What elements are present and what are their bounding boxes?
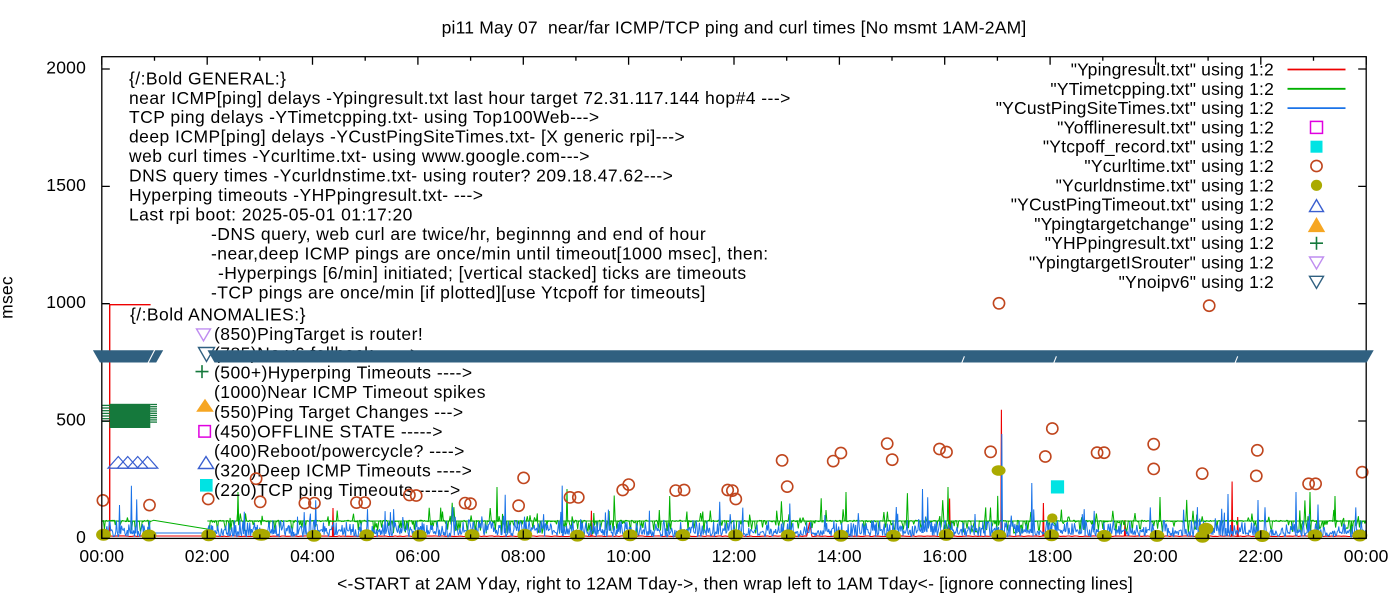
svg-text:(400)Reboot/powercycle? ---->: (400)Reboot/powercycle? ----> — [214, 441, 465, 461]
svg-text:DNS query times -Ycurldnstime.: DNS query times -Ycurldnstime.txt- using… — [129, 166, 673, 186]
svg-text:"YpingtargetISrouter" using 1:: "YpingtargetISrouter" using 1:2 — [1029, 253, 1274, 273]
svg-text:"YTimetcpping.txt" using 1:2: "YTimetcpping.txt" using 1:2 — [1050, 79, 1274, 99]
svg-text:1000: 1000 — [46, 292, 86, 312]
svg-text:"Ypingresult.txt" using 1:2: "Ypingresult.txt" using 1:2 — [1071, 60, 1274, 80]
svg-text:20:00: 20:00 — [1133, 546, 1178, 566]
svg-text:10:00: 10:00 — [606, 546, 651, 566]
svg-text:18:00: 18:00 — [1028, 546, 1073, 566]
svg-text:(320)Deep ICMP Timeouts ---->: (320)Deep ICMP Timeouts ----> — [214, 461, 472, 481]
svg-text:near ICMP[ping] delays -Ypingr: near ICMP[ping] delays -Ypingresult.txt … — [129, 88, 791, 108]
svg-text:"Ypingtargetchange" using 1:2: "Ypingtargetchange" using 1:2 — [1034, 214, 1274, 234]
svg-text:{/:Bold ANOMALIES:}: {/:Bold ANOMALIES:} — [130, 305, 306, 325]
svg-text:"YCustPingTimeout.txt" using 1: "YCustPingTimeout.txt" using 1:2 — [1011, 195, 1274, 215]
svg-text:"YHPpingresult.txt" using 1:2: "YHPpingresult.txt" using 1:2 — [1045, 233, 1274, 253]
svg-text:-Hyperpings [6/min] initiated;: -Hyperpings [6/min] initiated; [vertical… — [218, 263, 747, 283]
svg-text:-near,deep ICMP pings are once: -near,deep ICMP pings are once/min until… — [211, 243, 769, 263]
svg-text:"Ynoipv6" using 1:2: "Ynoipv6" using 1:2 — [1119, 272, 1274, 292]
svg-text:{/:Bold GENERAL:}: {/:Bold GENERAL:} — [129, 68, 286, 88]
svg-text:<-START at 2AM Yday, right to: <-START at 2AM Yday, right to 12AM Tday-… — [337, 574, 1133, 594]
svg-text:Last rpi boot: 2025-05-01 01:1: Last rpi boot: 2025-05-01 01:17:20 — [129, 204, 413, 224]
svg-text:02:00: 02:00 — [185, 546, 230, 566]
svg-text:"Ycurltime.txt" using 1:2: "Ycurltime.txt" using 1:2 — [1084, 156, 1274, 176]
svg-text:06:00: 06:00 — [395, 546, 440, 566]
svg-text:500: 500 — [56, 410, 86, 430]
svg-text:-DNS query, web curl are twice: -DNS query, web curl are twice/hr, begin… — [211, 224, 706, 244]
svg-text:1500: 1500 — [46, 175, 86, 195]
svg-text:(500+)Hyperping Timeouts ---->: (500+)Hyperping Timeouts ----> — [214, 363, 473, 383]
svg-text:deep ICMP[ping] delays -YCustP: deep ICMP[ping] delays -YCustPingSiteTim… — [129, 127, 685, 147]
svg-text:"Ytcpoff_record.txt" using 1:2: "Ytcpoff_record.txt" using 1:2 — [1043, 137, 1274, 158]
svg-text:(850)PingTarget is router!: (850)PingTarget is router! — [214, 324, 423, 344]
svg-text:(220)TCP ping Timeouts ----->: (220)TCP ping Timeouts -----> — [214, 480, 461, 500]
svg-text:00:00: 00:00 — [79, 546, 124, 566]
svg-text:"Ycurldnstime.txt" using 1:2: "Ycurldnstime.txt" using 1:2 — [1056, 175, 1274, 195]
svg-text:(550)Ping Target Changes --->: (550)Ping Target Changes ---> — [214, 402, 464, 422]
svg-text:08:00: 08:00 — [501, 546, 546, 566]
svg-text:-TCP pings are once/min [if pl: -TCP pings are once/min [if plotted][use… — [211, 282, 706, 302]
svg-text:12:00: 12:00 — [712, 546, 757, 566]
svg-text:00:00: 00:00 — [1344, 546, 1389, 566]
svg-text:pi11 May 07 near/far ICMP/TCP: pi11 May 07 near/far ICMP/TCP ping and c… — [442, 18, 1027, 38]
svg-text:TCP ping delays -YTimetcpping.: TCP ping delays -YTimetcpping.txt- using… — [129, 107, 600, 127]
svg-text:"Yofflineresult.txt" using 1:2: "Yofflineresult.txt" using 1:2 — [1057, 117, 1274, 137]
svg-text:"YCustPingSiteTimes.txt" using: "YCustPingSiteTimes.txt" using 1:2 — [996, 98, 1274, 118]
svg-text:22:00: 22:00 — [1238, 546, 1283, 566]
svg-text:16:00: 16:00 — [922, 546, 967, 566]
svg-text:2000: 2000 — [46, 58, 86, 78]
svg-text:0: 0 — [76, 527, 86, 547]
svg-text:web curl times -Ycurltime.txt-: web curl times -Ycurltime.txt- using www… — [128, 146, 590, 166]
svg-text:msec: msec — [0, 276, 17, 319]
svg-text:04:00: 04:00 — [290, 546, 335, 566]
svg-text:14:00: 14:00 — [817, 546, 862, 566]
svg-text:(1000)Near ICMP Timeout spikes: (1000)Near ICMP Timeout spikes — [214, 382, 486, 402]
svg-text:(450)OFFLINE STATE ----->: (450)OFFLINE STATE -----> — [214, 421, 443, 441]
svg-text:Hyperping timeouts -YHPpingres: Hyperping timeouts -YHPpingresult.txt- -… — [129, 185, 483, 205]
